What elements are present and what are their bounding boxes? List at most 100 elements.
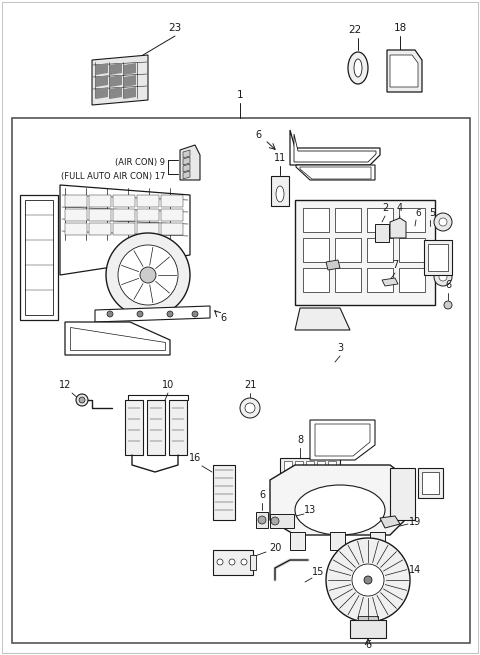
Text: 14: 14 [409, 565, 421, 575]
Circle shape [271, 517, 279, 525]
Circle shape [76, 394, 88, 406]
Polygon shape [161, 223, 183, 235]
Circle shape [434, 213, 452, 231]
Text: 18: 18 [394, 23, 407, 33]
Polygon shape [25, 200, 53, 315]
Polygon shape [390, 218, 406, 238]
Polygon shape [390, 55, 418, 87]
Bar [328, 461, 336, 477]
Circle shape [245, 403, 255, 413]
Bar [271, 176, 289, 206]
Text: (FULL AUTO AIR CON) 17: (FULL AUTO AIR CON) 17 [60, 172, 165, 181]
Polygon shape [110, 63, 122, 75]
Circle shape [106, 233, 190, 317]
Circle shape [326, 538, 410, 622]
Polygon shape [65, 322, 170, 355]
Bar [284, 461, 292, 477]
Polygon shape [96, 75, 108, 87]
Bar [399, 208, 425, 232]
Bar [317, 461, 325, 477]
Bar [422, 472, 439, 494]
Polygon shape [137, 209, 159, 221]
Bar [367, 238, 393, 262]
Bar [256, 512, 268, 528]
Polygon shape [137, 195, 159, 207]
Circle shape [241, 559, 247, 565]
Polygon shape [296, 165, 375, 180]
Bar [335, 268, 361, 292]
Bar [303, 268, 329, 292]
Bar [399, 238, 425, 262]
Polygon shape [113, 223, 135, 235]
Text: 16: 16 [189, 453, 201, 463]
Bar [147, 400, 165, 455]
Text: 15: 15 [312, 567, 324, 577]
Text: 2: 2 [382, 203, 388, 213]
Text: 6: 6 [445, 280, 451, 290]
Polygon shape [65, 195, 87, 207]
Bar [335, 208, 361, 232]
Polygon shape [387, 50, 422, 92]
Circle shape [107, 311, 113, 317]
Polygon shape [380, 516, 400, 528]
Circle shape [167, 311, 173, 317]
Bar [330, 532, 345, 550]
Text: 19: 19 [409, 517, 421, 527]
Bar [290, 532, 305, 550]
Bar [250, 555, 256, 570]
Polygon shape [290, 130, 380, 165]
Polygon shape [294, 134, 376, 162]
Polygon shape [124, 63, 136, 75]
Polygon shape [137, 223, 159, 235]
Text: 6: 6 [415, 208, 421, 217]
Circle shape [240, 398, 260, 418]
Circle shape [217, 559, 223, 565]
Bar [335, 238, 361, 262]
Bar [280, 458, 340, 483]
Bar [306, 461, 314, 477]
Polygon shape [180, 145, 200, 180]
Polygon shape [300, 167, 371, 179]
Text: 4: 4 [397, 203, 403, 213]
Bar [375, 224, 389, 242]
Polygon shape [161, 209, 183, 221]
Bar [367, 268, 393, 292]
Bar [169, 400, 187, 455]
Polygon shape [65, 209, 87, 221]
Polygon shape [390, 468, 415, 520]
Circle shape [352, 564, 384, 596]
Ellipse shape [348, 52, 368, 84]
Polygon shape [113, 195, 135, 207]
Polygon shape [95, 306, 210, 322]
Text: 1: 1 [237, 90, 243, 100]
Polygon shape [96, 63, 108, 75]
Text: (AIR CON) 9: (AIR CON) 9 [115, 158, 165, 167]
Polygon shape [315, 424, 370, 456]
Bar [270, 514, 294, 528]
Polygon shape [124, 75, 136, 87]
Polygon shape [110, 87, 122, 99]
Circle shape [137, 311, 143, 317]
Polygon shape [295, 308, 350, 330]
Text: 20: 20 [269, 543, 281, 553]
Text: 6: 6 [220, 313, 226, 323]
Polygon shape [183, 171, 190, 179]
Circle shape [258, 516, 266, 524]
Ellipse shape [295, 485, 385, 535]
Text: 10: 10 [162, 380, 174, 390]
Polygon shape [183, 157, 190, 165]
Polygon shape [96, 87, 108, 99]
Polygon shape [124, 87, 136, 99]
Bar [358, 616, 378, 620]
Text: 6: 6 [255, 130, 261, 140]
Polygon shape [113, 209, 135, 221]
Text: 7: 7 [392, 260, 398, 270]
Polygon shape [89, 195, 111, 207]
Circle shape [140, 267, 156, 283]
Bar [418, 468, 443, 498]
Bar [370, 532, 385, 550]
Ellipse shape [354, 59, 362, 77]
Text: 13: 13 [304, 505, 316, 515]
Polygon shape [161, 195, 183, 207]
Polygon shape [92, 55, 148, 105]
